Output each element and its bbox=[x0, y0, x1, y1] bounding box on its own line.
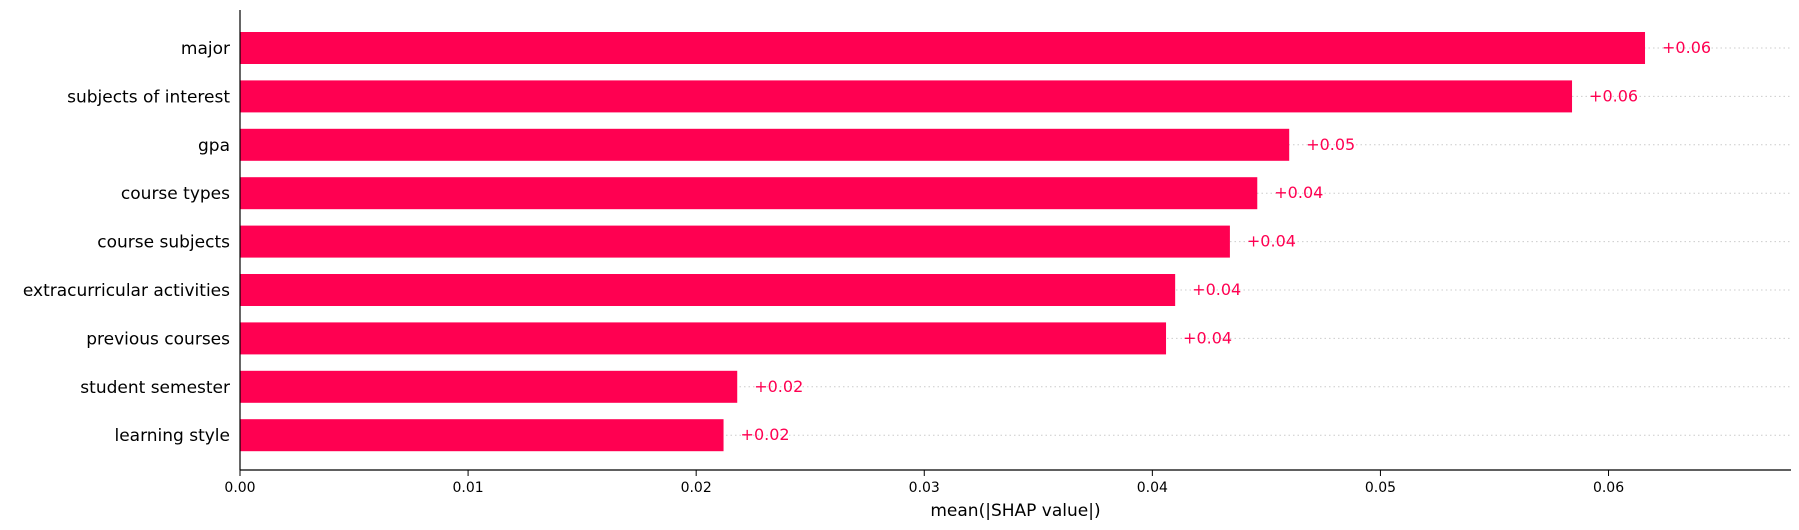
category-label: subjects of interest bbox=[67, 87, 230, 107]
x-tick-label: 0.03 bbox=[909, 480, 940, 496]
category-label: major bbox=[181, 39, 230, 59]
x-tick-label: 0.05 bbox=[1365, 480, 1396, 496]
bar-learning-style bbox=[240, 419, 724, 452]
category-label: course types bbox=[121, 184, 230, 204]
category-label: learning style bbox=[114, 426, 230, 446]
category-label: student semester bbox=[80, 378, 230, 398]
bars bbox=[240, 32, 1646, 452]
category-label: course subjects bbox=[97, 233, 230, 253]
x-tick-label: 0.02 bbox=[681, 480, 712, 496]
value-label: +0.06 bbox=[1662, 38, 1711, 57]
value-label: +0.05 bbox=[1306, 135, 1355, 154]
category-label: gpa bbox=[198, 136, 230, 156]
bar-student-semester bbox=[240, 370, 738, 403]
value-label: +0.04 bbox=[1192, 280, 1241, 299]
value-label: +0.06 bbox=[1589, 86, 1638, 105]
x-tick-label: 0.01 bbox=[453, 480, 484, 496]
bar-gpa bbox=[240, 128, 1290, 161]
bar-course-subjects bbox=[240, 225, 1230, 258]
value-label: +0.02 bbox=[741, 425, 790, 444]
axes: 0.00 0.01 0.02 0.03 0.04 0.05 0.06 bbox=[224, 10, 1791, 496]
x-tick-label: 0.06 bbox=[1593, 480, 1624, 496]
bar-major bbox=[240, 32, 1646, 64]
category-label: extracurricular activities bbox=[23, 281, 230, 301]
x-axis-title: mean(|SHAP value|) bbox=[930, 501, 1100, 521]
value-label: +0.04 bbox=[1247, 232, 1296, 251]
category-label: previous courses bbox=[86, 329, 230, 349]
value-labels: +0.06 +0.06 +0.05 +0.04 +0.04 +0.04 +0.04 +0.02… bbox=[741, 38, 1712, 444]
category-labels: major subjects of interest gpa course types… bbox=[23, 39, 230, 446]
bar-previous-courses bbox=[240, 322, 1167, 355]
bar-subjects-of-interest bbox=[240, 80, 1573, 113]
value-label: +0.02 bbox=[754, 377, 803, 396]
bar-extracurricular-activities bbox=[240, 274, 1176, 306]
x-tick-label: 0.00 bbox=[224, 480, 255, 496]
value-label: +0.04 bbox=[1274, 183, 1323, 202]
x-tick-label: 0.04 bbox=[1137, 480, 1168, 496]
bar-course-types bbox=[240, 177, 1258, 210]
value-label: +0.04 bbox=[1183, 328, 1232, 347]
